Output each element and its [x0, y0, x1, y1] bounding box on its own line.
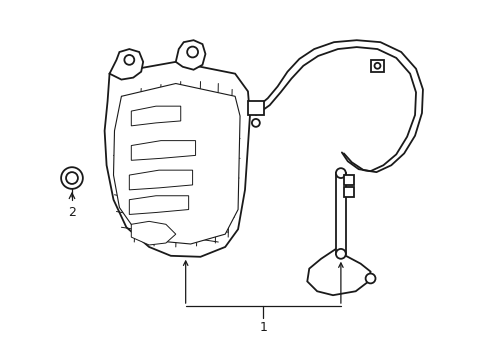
Bar	[370, 60, 384, 72]
Circle shape	[365, 274, 375, 283]
Polygon shape	[104, 62, 249, 257]
Circle shape	[374, 63, 380, 69]
Polygon shape	[131, 106, 181, 126]
Circle shape	[61, 167, 82, 189]
Polygon shape	[129, 196, 188, 215]
Circle shape	[251, 119, 259, 127]
Bar	[343, 187, 353, 197]
Bar	[247, 101, 263, 115]
Circle shape	[187, 46, 198, 58]
Circle shape	[124, 55, 134, 65]
Circle shape	[66, 172, 78, 184]
Text: 1: 1	[259, 321, 266, 334]
Polygon shape	[129, 170, 192, 190]
Polygon shape	[306, 249, 370, 295]
Bar	[335, 173, 345, 254]
Bar	[343, 175, 353, 185]
Circle shape	[335, 249, 345, 259]
Polygon shape	[113, 84, 240, 244]
Text: 2: 2	[68, 206, 76, 219]
Circle shape	[335, 168, 345, 178]
Polygon shape	[131, 141, 195, 160]
Polygon shape	[175, 40, 205, 70]
Polygon shape	[131, 221, 175, 245]
Polygon shape	[109, 49, 143, 80]
